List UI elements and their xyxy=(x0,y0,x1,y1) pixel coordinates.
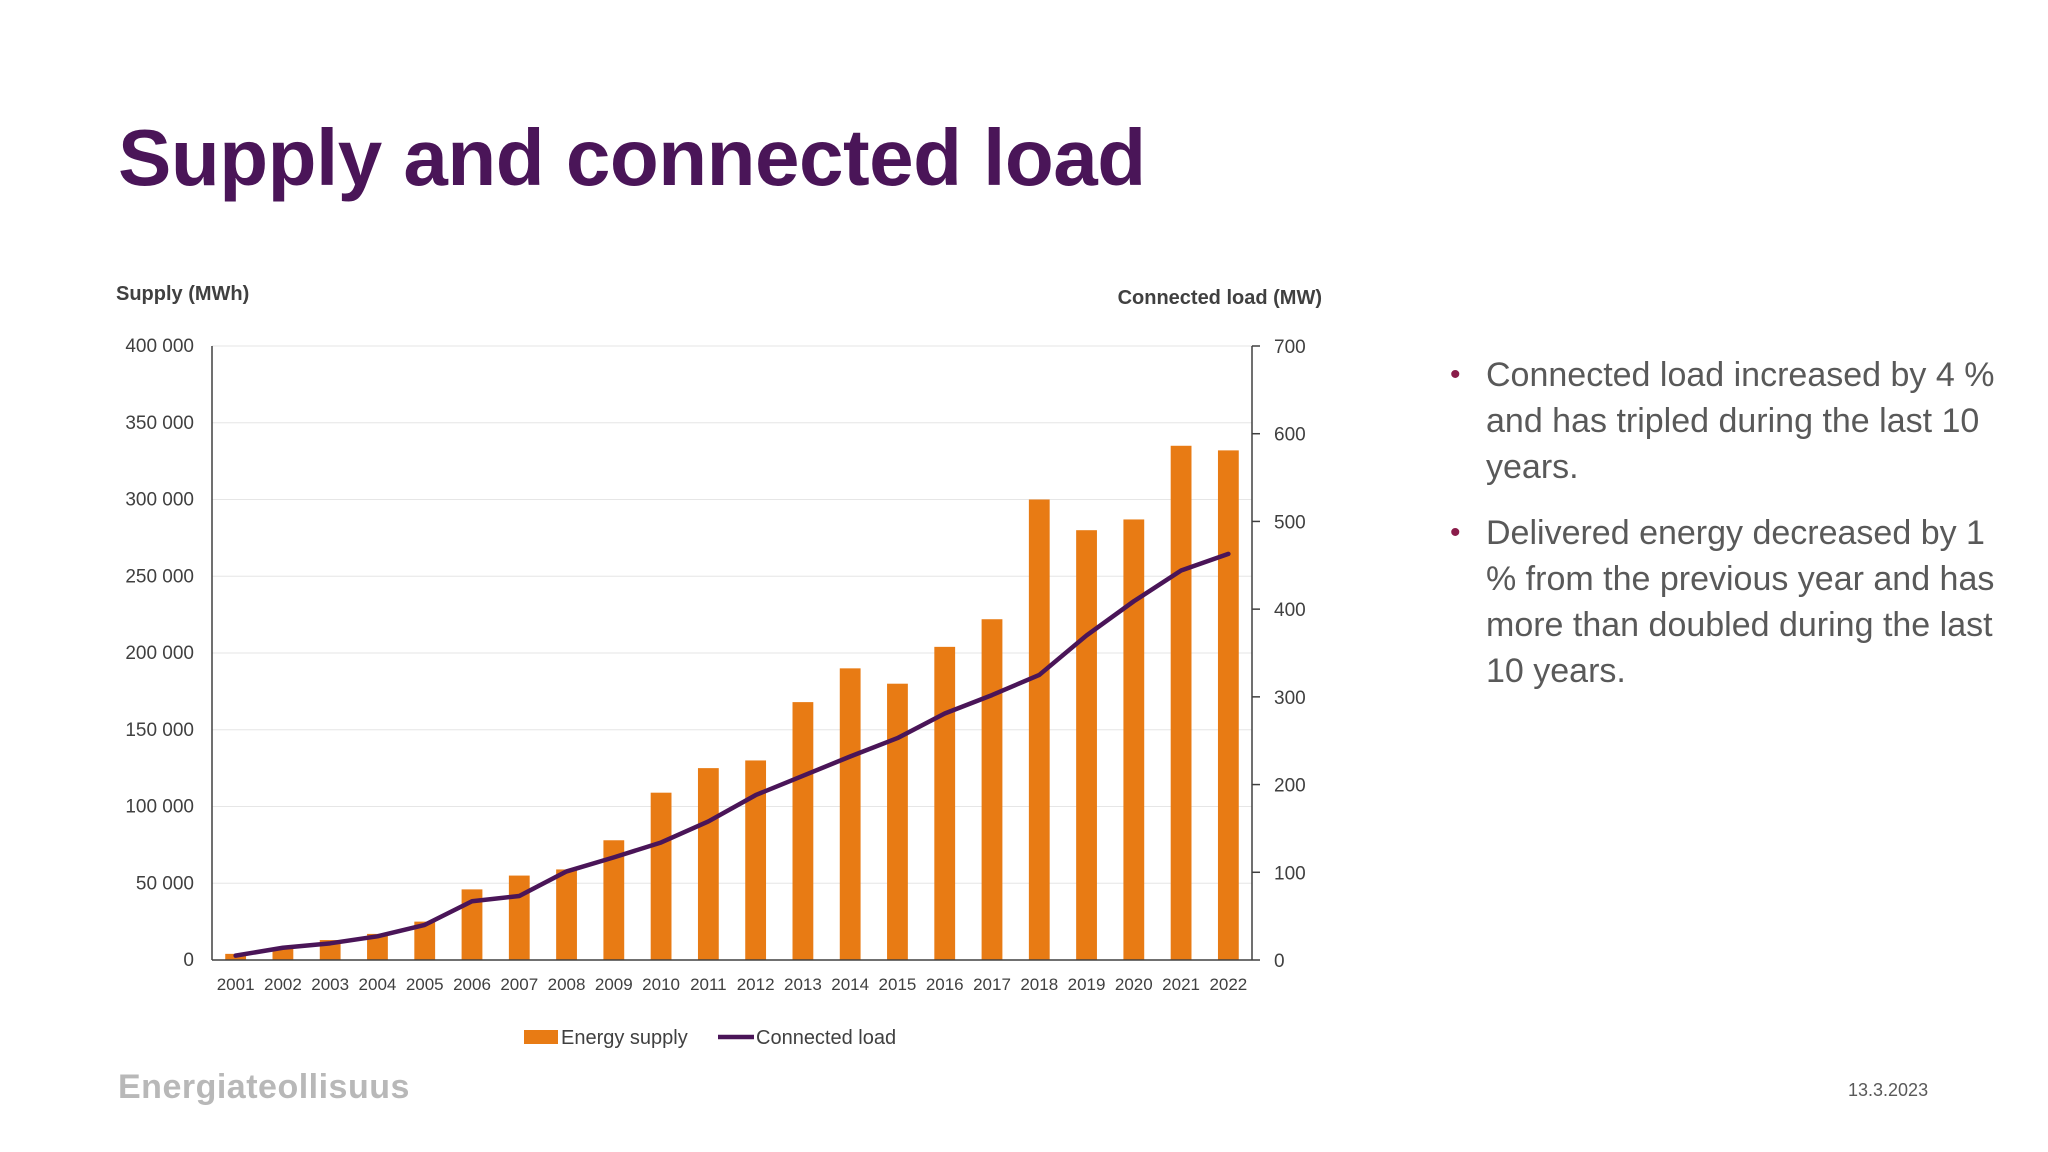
slide-title: Supply and connected load xyxy=(118,113,1146,202)
x-tick-label: 2017 xyxy=(973,975,1011,994)
y2-tick-label: 0 xyxy=(1274,951,1285,972)
x-tick-label: 2013 xyxy=(784,975,822,994)
bar-energy-supply xyxy=(367,933,388,960)
x-tick-label: 2005 xyxy=(406,975,444,994)
x-tick-label: 2016 xyxy=(926,975,964,994)
bullet-text: Delivered energy decreased by 1 % from t… xyxy=(1486,514,1995,690)
bar-energy-supply xyxy=(461,889,483,960)
supply-load-chart: 0 50 000 100 000 150 000 200 000 250 000 300 0… xyxy=(100,270,1360,1070)
y2-tick-label: 700 xyxy=(1274,337,1306,358)
x-tick-label: 2014 xyxy=(831,975,869,994)
bar-energy-supply xyxy=(603,840,625,960)
bar-energy-supply xyxy=(887,683,908,960)
bar-energy-supply xyxy=(508,875,530,960)
chart-svg: 0 50 000 100 000 150 000 200 000 250 000 300 0… xyxy=(116,283,1322,1049)
bullet-item: • Connected load increased by 4 % and ha… xyxy=(1450,352,2010,490)
y2-tick-label: 400 xyxy=(1274,600,1306,621)
x-tick-label: 2011 xyxy=(690,975,727,994)
y2-tick-label: 300 xyxy=(1274,688,1306,709)
x-tick-label: 2009 xyxy=(595,975,633,994)
x-tick-label: 2019 xyxy=(1068,975,1106,994)
legend-swatch-energy-supply xyxy=(524,1030,558,1044)
bar-energy-supply xyxy=(839,668,861,960)
y-tick-label: 200 000 xyxy=(125,643,194,664)
bar-energy-supply xyxy=(1123,519,1145,960)
bar-energy-supply xyxy=(1076,530,1097,960)
y-tick-label: 50 000 xyxy=(136,873,194,894)
company-logo: Energiateollisuus xyxy=(118,1068,410,1106)
bar-energy-supply xyxy=(1217,450,1239,960)
y-tick-label: 300 000 xyxy=(125,490,194,511)
y-tick-label: 150 000 xyxy=(125,720,194,741)
bullet-text: Connected load increased by 4 % and has … xyxy=(1486,356,1995,486)
bullet-list: • Connected load increased by 4 % and ha… xyxy=(1450,352,2010,714)
bar-energy-supply xyxy=(981,619,1003,960)
legend-label-energy-supply: Energy supply xyxy=(561,1027,688,1049)
bar-energy-supply xyxy=(1028,499,1050,960)
x-tick-label: 2006 xyxy=(453,975,491,994)
bar-energy-supply xyxy=(745,760,767,960)
x-tick-label: 2012 xyxy=(737,975,775,994)
x-tick-label: 2021 xyxy=(1162,975,1200,994)
bullet-dot-icon: • xyxy=(1450,516,1461,549)
y2-tick-label: 200 xyxy=(1274,776,1306,797)
y-tick-label: 0 xyxy=(183,950,194,971)
x-tick-label: 2022 xyxy=(1209,975,1247,994)
y-axis-title: Supply (MWh) xyxy=(116,283,249,305)
x-tick-label: 2004 xyxy=(359,975,397,994)
y-tick-label: 250 000 xyxy=(125,566,194,587)
x-tick-label: 2001 xyxy=(217,975,255,994)
y2-tick-label: 600 xyxy=(1274,425,1306,446)
y2-tick-label: 100 xyxy=(1274,863,1306,884)
x-tick-label: 2007 xyxy=(500,975,538,994)
y2-tick-label: 500 xyxy=(1274,512,1306,533)
bar-energy-supply xyxy=(414,921,436,960)
bar-energy-supply xyxy=(556,869,577,960)
bar-energy-supply xyxy=(934,646,956,960)
y-tick-label: 400 000 xyxy=(125,336,194,357)
y-tick-label: 350 000 xyxy=(125,413,194,434)
bullet-dot-icon: • xyxy=(1450,358,1461,391)
bar-energy-supply xyxy=(697,768,719,960)
x-tick-label: 2008 xyxy=(548,975,586,994)
x-tick-label: 2020 xyxy=(1115,975,1153,994)
bullet-item: • Delivered energy decreased by 1 % from… xyxy=(1450,510,2010,694)
y2-axis-title: Connected load (MW) xyxy=(1118,287,1322,309)
line-connected-load xyxy=(233,551,1231,958)
legend-label-connected-load: Connected load xyxy=(756,1027,896,1049)
y-tick-label: 100 000 xyxy=(125,797,194,818)
x-tick-label: 2015 xyxy=(879,975,917,994)
slide-date: 13.3.2023 xyxy=(1848,1080,1929,1100)
x-tick-label: 2010 xyxy=(642,975,680,994)
x-tick-label: 2003 xyxy=(311,975,349,994)
bar-energy-supply xyxy=(650,792,672,960)
x-tick-label: 2002 xyxy=(264,975,302,994)
bar-energy-supply xyxy=(792,702,814,960)
x-tick-label: 2018 xyxy=(1020,975,1058,994)
bar-energy-supply xyxy=(1170,445,1192,960)
